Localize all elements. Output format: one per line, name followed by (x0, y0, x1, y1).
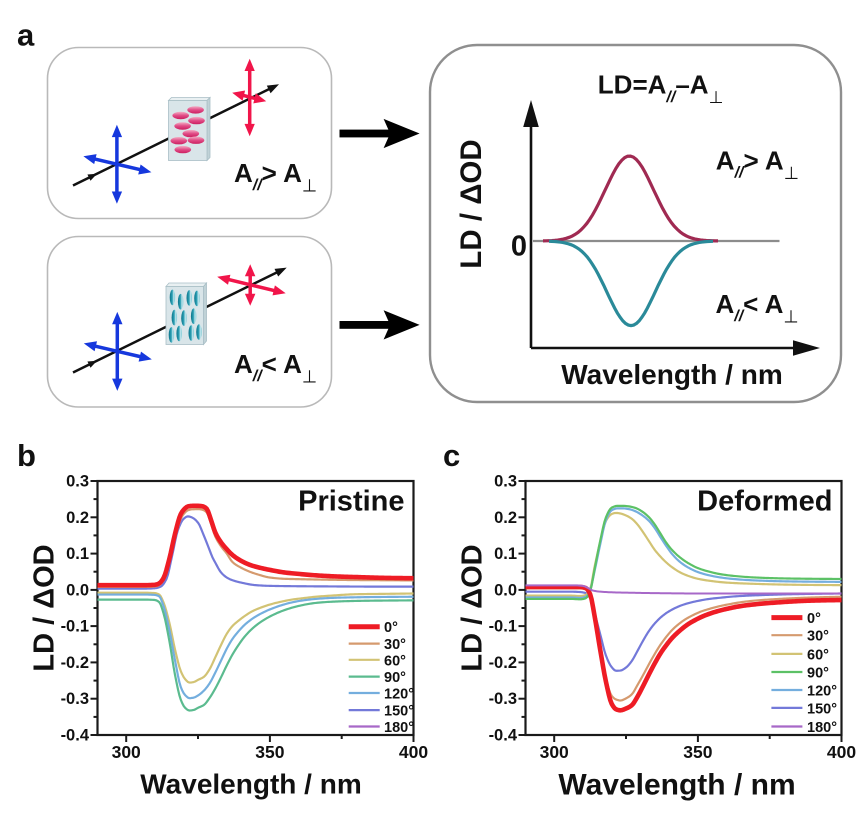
svg-text:350: 350 (683, 742, 712, 762)
svg-text:90°: 90° (807, 666, 829, 682)
svg-text:0.3: 0.3 (494, 473, 517, 491)
svg-text:0.2: 0.2 (66, 509, 89, 527)
svg-text:0.1: 0.1 (494, 545, 517, 563)
svg-text:400: 400 (827, 742, 856, 762)
svg-text:90°: 90° (384, 670, 406, 686)
svg-text:Wavelength / nm: Wavelength / nm (140, 769, 361, 800)
svg-text:Wavelength / nm: Wavelength / nm (561, 359, 782, 390)
svg-text:-0.3: -0.3 (489, 690, 517, 708)
svg-text:Wavelength / nm: Wavelength / nm (558, 769, 795, 802)
svg-text:-0.1: -0.1 (61, 618, 89, 636)
svg-text:300: 300 (540, 742, 569, 762)
svg-text:b: b (17, 438, 36, 473)
svg-text:LD / ΔOD: LD / ΔOD (29, 544, 61, 671)
svg-text:0: 0 (511, 231, 527, 263)
svg-text:120°: 120° (807, 684, 837, 700)
svg-text:120°: 120° (384, 687, 414, 703)
svg-text:a: a (17, 18, 35, 53)
svg-text:30°: 30° (384, 637, 406, 653)
svg-text:150°: 150° (807, 701, 837, 717)
svg-text:350: 350 (255, 742, 284, 762)
svg-text:Pristine: Pristine (298, 486, 404, 518)
svg-text:30°: 30° (807, 629, 829, 645)
svg-text:0.3: 0.3 (66, 473, 89, 491)
svg-text:LD / ΔOD: LD / ΔOD (457, 544, 489, 671)
svg-text:60°: 60° (384, 653, 406, 669)
svg-text:400: 400 (399, 742, 428, 762)
svg-text:-0.3: -0.3 (61, 690, 89, 708)
svg-text:LD / ΔOD: LD / ΔOD (455, 139, 488, 268)
svg-text:0.0: 0.0 (494, 581, 517, 599)
svg-text:Deformed: Deformed (697, 486, 832, 518)
svg-text:150°: 150° (384, 704, 414, 720)
svg-text:c: c (443, 438, 460, 473)
svg-text:60°: 60° (807, 647, 829, 663)
svg-text:-0.1: -0.1 (489, 618, 517, 636)
svg-text:0.2: 0.2 (494, 509, 517, 527)
svg-text:0°: 0° (384, 620, 398, 636)
svg-text:-0.4: -0.4 (489, 727, 518, 745)
svg-text:-0.2: -0.2 (61, 654, 89, 672)
svg-text:0.0: 0.0 (66, 581, 89, 599)
svg-text:180°: 180° (384, 720, 414, 736)
svg-text:180°: 180° (807, 720, 837, 736)
svg-text:-0.2: -0.2 (489, 654, 517, 672)
svg-text:0.1: 0.1 (66, 545, 89, 563)
svg-text:300: 300 (112, 742, 141, 762)
svg-text:0°: 0° (807, 611, 821, 627)
svg-text:-0.4: -0.4 (61, 727, 90, 745)
